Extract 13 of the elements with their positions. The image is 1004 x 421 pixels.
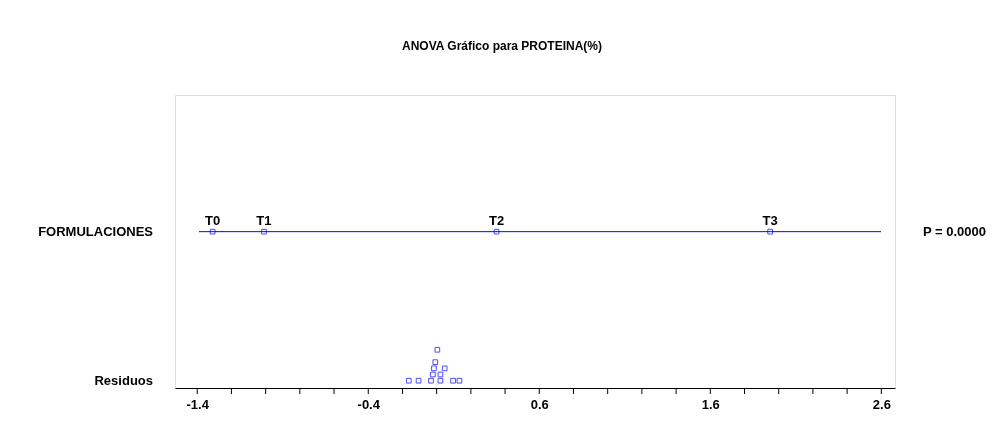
y-tick-label: Residuos [94, 372, 153, 388]
x-tick-label: 1.6 [701, 396, 720, 412]
series-label: T2 [488, 212, 505, 228]
y-tick-label: FORMULACIONES [38, 223, 154, 239]
series-label: T3 [762, 212, 778, 228]
x-tick-label: -0.4 [357, 396, 381, 412]
x-tick-label: 2.6 [872, 396, 891, 412]
chart-title: ANOVA Gráfico para PROTEINA(%) [401, 39, 603, 53]
series-label: T0 [205, 212, 221, 228]
text: P = 0.0000 [923, 223, 987, 239]
x-tick-label: 0.6 [530, 396, 549, 412]
series-label: T1 [256, 212, 272, 228]
x-tick-label: -1.4 [186, 396, 210, 412]
